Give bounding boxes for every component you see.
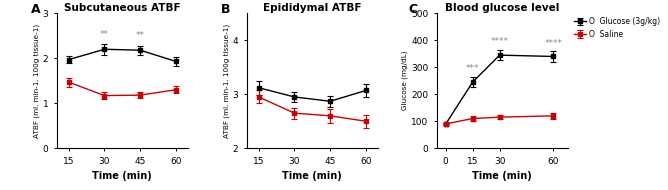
Text: **: ** <box>136 31 145 40</box>
Y-axis label: ATBF (ml. min-1. 100g tissue-1): ATBF (ml. min-1. 100g tissue-1) <box>223 24 230 138</box>
X-axis label: Time (min): Time (min) <box>92 171 152 181</box>
X-axis label: Time (min): Time (min) <box>472 171 532 181</box>
Text: ***: *** <box>466 64 480 73</box>
Title: Blood glucose level: Blood glucose level <box>445 2 560 13</box>
Y-axis label: ATBF (ml. min-1. 100g tissue-1): ATBF (ml. min-1. 100g tissue-1) <box>33 24 40 138</box>
Title: Epididymal ATBF: Epididymal ATBF <box>263 2 361 13</box>
Text: B: B <box>220 2 230 16</box>
Title: Subcutaneous ATBF: Subcutaneous ATBF <box>64 2 180 13</box>
X-axis label: Time (min): Time (min) <box>283 171 342 181</box>
Text: A: A <box>31 2 40 16</box>
Text: **: ** <box>100 30 109 39</box>
Text: ****: **** <box>544 39 562 48</box>
Y-axis label: Glucose (mg/dL): Glucose (mg/dL) <box>402 51 408 111</box>
Text: ****: **** <box>490 37 508 46</box>
Text: C: C <box>408 2 417 16</box>
Legend: O  Glucose (3g/kg), O  Saline: O Glucose (3g/kg), O Saline <box>574 17 660 39</box>
